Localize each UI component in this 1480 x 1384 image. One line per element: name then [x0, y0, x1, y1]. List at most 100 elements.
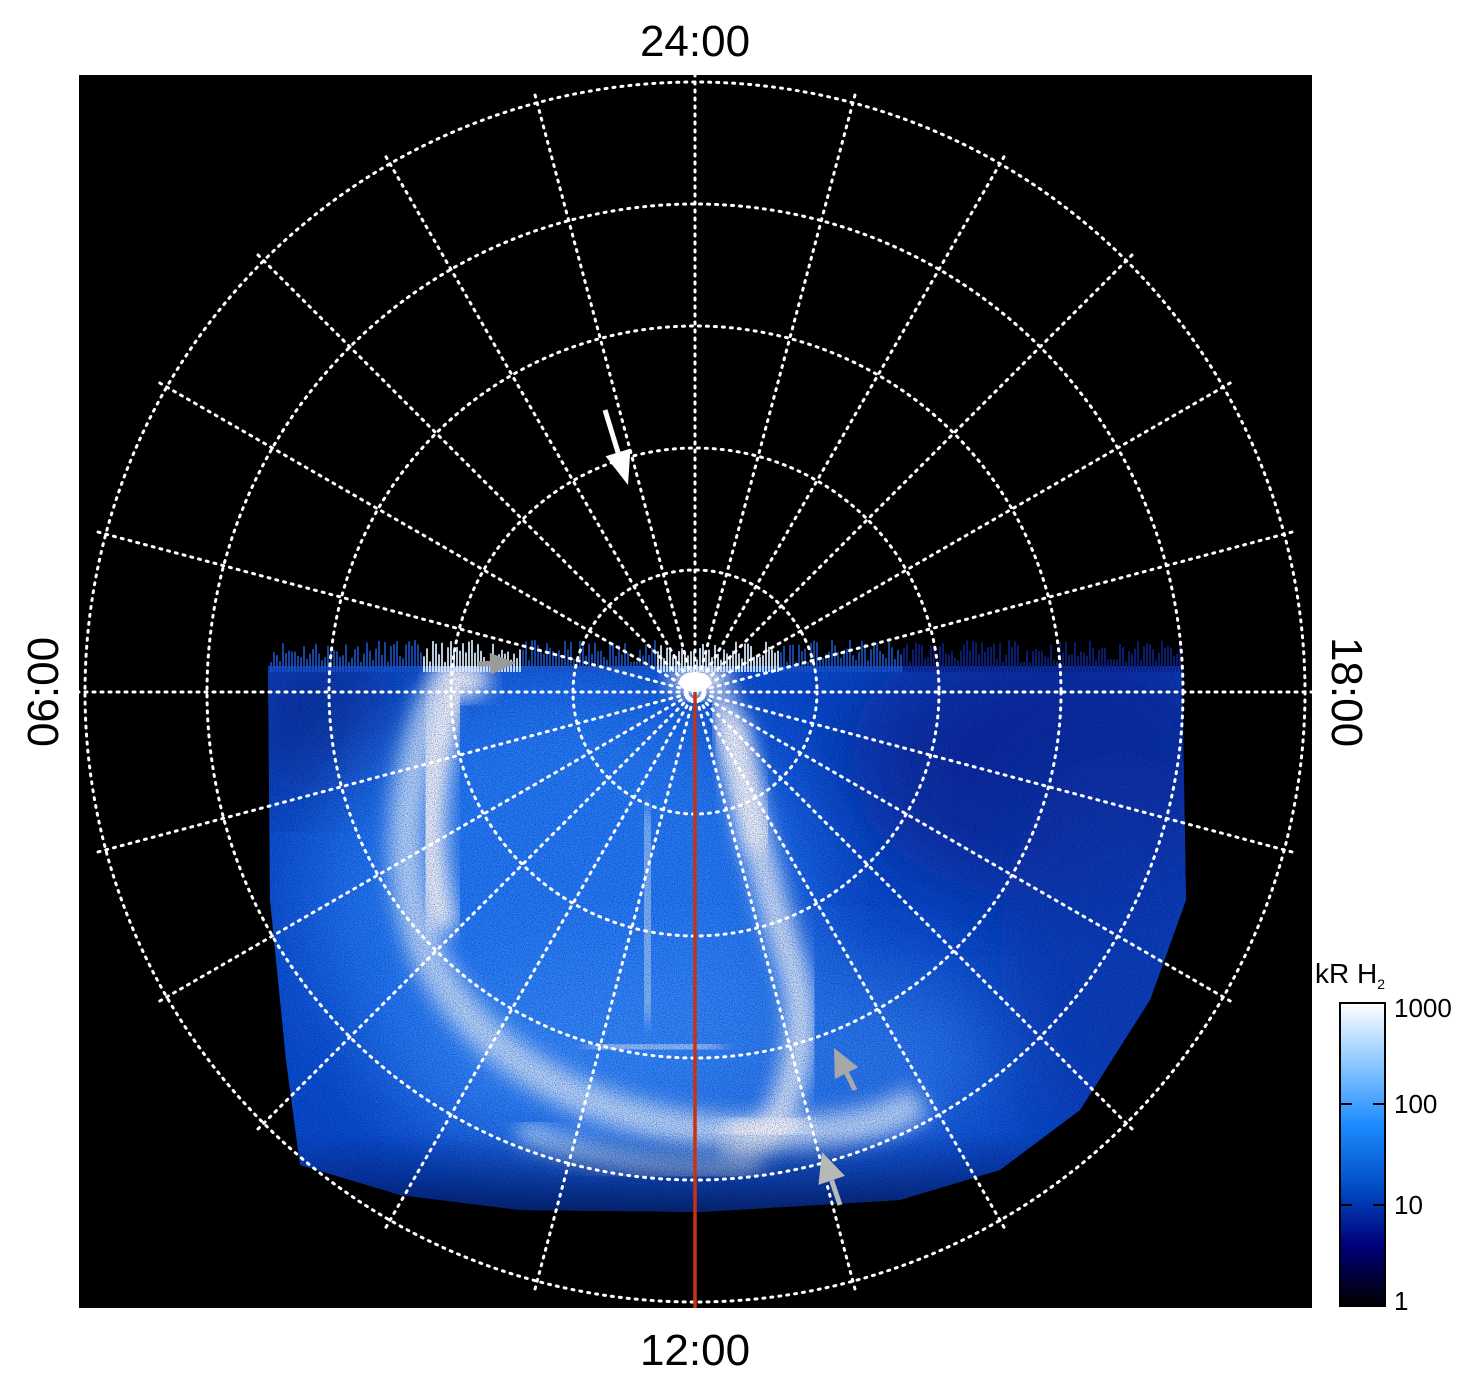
edge-spike	[570, 641, 572, 672]
edge-spike	[486, 660, 488, 672]
edge-spike	[819, 656, 821, 672]
edge-spike	[828, 651, 830, 672]
meridian-line	[92, 529, 697, 694]
label-left: 06:00	[19, 637, 68, 747]
edge-spike	[636, 661, 638, 672]
edge-spike	[642, 655, 644, 672]
colorbar-bar	[1339, 1002, 1386, 1307]
edge-spike	[888, 641, 890, 672]
edge-spike	[627, 652, 629, 672]
edge-spike	[1011, 646, 1013, 672]
edge-spike	[459, 650, 461, 672]
edge-spike	[744, 643, 746, 672]
edge-spike	[768, 646, 770, 672]
edge-spike	[909, 661, 911, 672]
edge-spike	[738, 653, 740, 672]
edge-spike	[414, 640, 416, 672]
edge-spike	[897, 649, 899, 672]
edge-spike	[999, 642, 1001, 672]
edge-spike	[591, 654, 593, 672]
edge-spike	[327, 645, 329, 672]
edge-spike	[975, 642, 977, 672]
edge-spike	[765, 641, 767, 672]
edge-spike	[663, 658, 665, 672]
edge-spike	[1164, 647, 1166, 672]
edge-spike	[1092, 648, 1094, 672]
edge-spike	[789, 644, 791, 672]
edge-spike	[597, 651, 599, 672]
edge-spike	[687, 655, 689, 672]
edge-spike	[345, 644, 347, 672]
edge-spike	[306, 658, 308, 672]
edge-spike	[1077, 655, 1079, 672]
edge-spike	[969, 650, 971, 672]
edge-spike	[1071, 654, 1073, 672]
edge-spike	[489, 660, 491, 672]
edge-spike	[582, 646, 584, 672]
edge-spike	[1179, 640, 1181, 672]
edge-spike	[378, 640, 380, 672]
edge-spike	[918, 644, 920, 672]
edge-spike	[420, 652, 422, 672]
edge-spike	[381, 654, 383, 672]
edge-spike	[549, 647, 551, 672]
edge-spike	[717, 653, 719, 672]
edge-spike	[894, 658, 896, 672]
edge-spike	[1143, 645, 1145, 672]
edge-spike	[1128, 650, 1130, 672]
edge-spike	[1032, 650, 1034, 672]
edge-spike	[1176, 653, 1178, 672]
edge-spike	[987, 647, 989, 672]
colorbar-label: kR H2	[1315, 958, 1385, 992]
edge-spike	[807, 661, 809, 672]
edge-spike	[387, 661, 389, 672]
edge-spike	[1167, 645, 1169, 672]
edge-spike	[339, 656, 341, 672]
edge-spike	[648, 655, 650, 672]
edge-spike	[891, 647, 893, 672]
edge-spike	[402, 658, 404, 672]
edge-spike	[522, 649, 524, 672]
arrow-shaft	[829, 1179, 843, 1206]
edge-spike	[471, 640, 473, 672]
edge-spike	[348, 661, 350, 672]
edge-spike	[657, 651, 659, 672]
meridian-line	[693, 690, 1298, 855]
edge-spike	[915, 642, 917, 672]
edge-spike	[1107, 659, 1109, 672]
edge-spike	[363, 653, 365, 672]
edge-spike	[810, 643, 812, 672]
edge-spike	[816, 642, 818, 672]
edge-spike	[696, 659, 698, 672]
arrow-head	[605, 448, 631, 485]
edge-spike	[1005, 654, 1007, 672]
edge-spike	[831, 640, 833, 672]
edge-spike	[942, 643, 944, 672]
meridian-line	[693, 379, 1236, 694]
edge-spike	[390, 646, 392, 672]
edge-spike	[729, 657, 731, 672]
edge-spike	[444, 661, 446, 672]
auroral-emission-image	[268, 640, 1186, 1212]
annotation-arrows	[477, 409, 859, 1206]
edge-spike	[396, 641, 398, 672]
edge-spike	[948, 654, 950, 672]
edge-spike	[432, 641, 434, 672]
edge-spike	[855, 660, 857, 672]
edge-spike	[1158, 652, 1160, 672]
edge-spike	[342, 655, 344, 672]
edge-spike	[1140, 659, 1142, 672]
edge-spike	[534, 640, 536, 672]
edge-spike	[552, 650, 554, 672]
edge-spike	[270, 661, 272, 672]
edge-spike	[651, 647, 653, 672]
label-right: 18:00	[1322, 637, 1371, 747]
edge-spike	[1053, 659, 1055, 672]
edge-spike	[366, 642, 368, 672]
edge-spike	[330, 648, 332, 672]
edge-spike	[1086, 655, 1088, 672]
annotation-arrow	[602, 409, 631, 485]
edge-spike	[1113, 659, 1115, 672]
edge-spike	[699, 648, 701, 672]
edge-spike	[411, 645, 413, 672]
